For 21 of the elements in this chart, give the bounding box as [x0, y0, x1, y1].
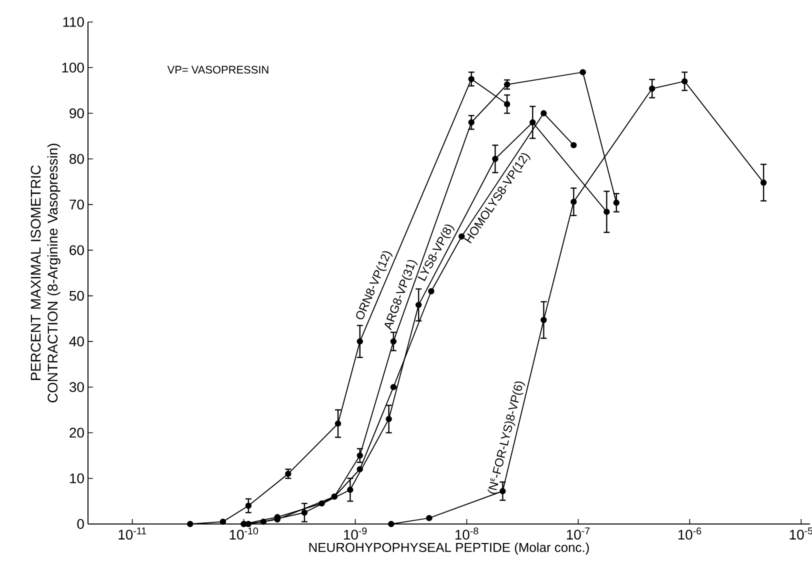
y-tick-label: 100 — [62, 62, 84, 73]
y-tick-label: 30 — [69, 382, 84, 392]
x-tick-label: 10$^{-11}$ — [118, 528, 146, 540]
y-axis-title: PERCENT MAXIMAL ISOMETRIC CONTRACTION (8-Arginine Vasopressin) — [30, 144, 60, 402]
y-tick-label: 90 — [70, 108, 84, 118]
y-tick-label: 20 — [70, 428, 84, 438]
x-tick-label: 10$^{-8}$ — [455, 528, 478, 540]
y-tick-label: 110 — [63, 17, 84, 27]
annotation: VP= VASOPRESSIN — [167, 66, 268, 74]
y-tick-label: 0 — [77, 519, 84, 529]
y-tick-label: 60 — [70, 245, 84, 256]
y-tick-label: 70 — [70, 200, 84, 210]
y-tick-label: 80 — [70, 154, 84, 164]
y-tick-label: 50 — [70, 290, 84, 301]
x-axis-title: NEUROHYPOPHYSEAL PEPTIDE (Molar conc.) — [309, 542, 589, 555]
x-tick-label: 10$^{-6}$ — [678, 528, 702, 540]
x-tick-label: 10$^{-7}$ — [566, 528, 590, 540]
x-tick-label: 10$^{-9}$ — [344, 528, 367, 540]
y-tick-label: 40 — [69, 336, 84, 346]
x-tick-label: 10$^{-10}$ — [230, 528, 258, 540]
y-tick-label: 10 — [70, 473, 84, 484]
